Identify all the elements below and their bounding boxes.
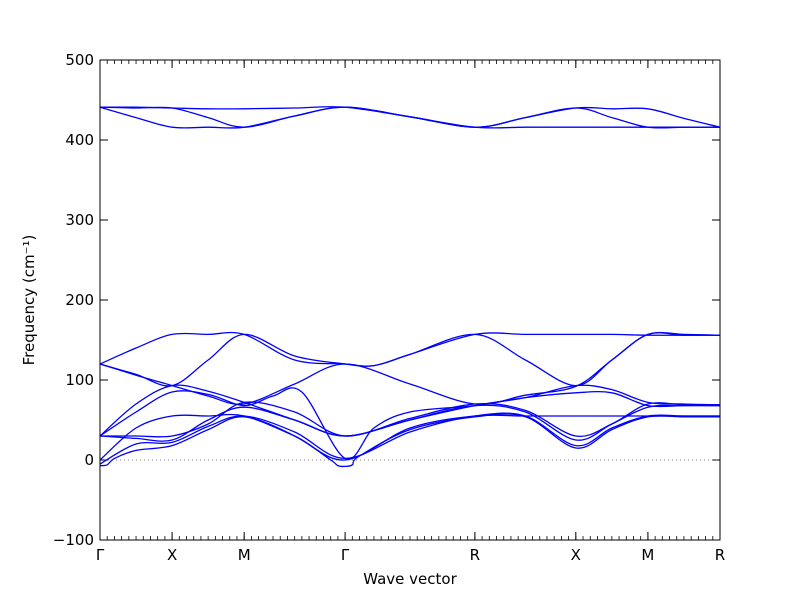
band-line-10: [100, 401, 721, 438]
y-tick-label: 500: [65, 51, 94, 69]
band-line-9: [99, 413, 720, 461]
band-line-6: [99, 331, 721, 406]
plot-background: [100, 60, 720, 540]
band-line-8: [99, 387, 720, 460]
labels-layer: −100 0 100 200 300 400 500 Γ X M Γ R X M R: [53, 51, 725, 564]
y-tick-label: −100: [53, 531, 94, 549]
plot-frame: [99, 59, 721, 541]
x-tick-label: Γ: [96, 546, 105, 564]
x-tick-label: Γ: [341, 546, 350, 564]
y-axis-label: Frequency (cm⁻¹): [20, 235, 38, 366]
x-tick-label: R: [715, 546, 725, 564]
band-line-3: [99, 106, 720, 129]
x-tick-label: R: [470, 546, 480, 564]
band-line-11: [99, 404, 721, 442]
x-tick-label: M: [641, 546, 654, 564]
x-axis-label: Wave vector: [363, 570, 457, 588]
y-tick-label: 400: [65, 131, 94, 149]
band-line-13: [99, 413, 720, 468]
x-tick-label: X: [167, 546, 177, 564]
band-line-12: [99, 412, 720, 465]
x-tick-label: M: [238, 546, 251, 564]
y-tick-label: 300: [65, 211, 94, 229]
x-tick-label: X: [571, 546, 581, 564]
y-tick-label: 0: [84, 451, 94, 469]
y-tick-label: 200: [65, 291, 94, 309]
series-layer: [99, 106, 721, 468]
y-tick-label: 100: [65, 371, 94, 389]
